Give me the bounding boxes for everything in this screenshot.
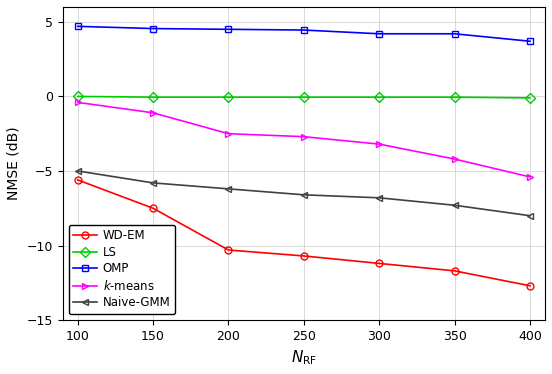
WD-EM (527, 283, 533, 288)
Line: LS: LS (74, 93, 533, 101)
Naive-GMM (376, 196, 383, 200)
Naive-GMM (452, 203, 458, 208)
WD-EM (225, 248, 232, 252)
Naive-GMM (225, 187, 232, 191)
LS (75, 94, 81, 99)
Naive-GMM (150, 181, 156, 185)
$k$-means (225, 131, 232, 136)
$k$-means (150, 111, 156, 115)
$k$-means (527, 175, 533, 179)
WD-EM (300, 254, 307, 258)
WD-EM (75, 178, 81, 182)
OMP (300, 28, 307, 32)
OMP (150, 26, 156, 31)
Line: WD-EM: WD-EM (74, 177, 533, 289)
LS (527, 96, 533, 100)
Line: $k$-means: $k$-means (74, 99, 533, 180)
LS (376, 95, 383, 99)
Y-axis label: NMSE (dB): NMSE (dB) (7, 127, 21, 200)
Legend: WD-EM, LS, OMP, $k$-means, Naive-GMM: WD-EM, LS, OMP, $k$-means, Naive-GMM (68, 224, 175, 314)
$k$-means (75, 100, 81, 105)
Naive-GMM (527, 214, 533, 218)
$k$-means (376, 142, 383, 146)
LS (452, 95, 458, 99)
OMP (527, 39, 533, 43)
OMP (225, 27, 232, 31)
OMP (376, 31, 383, 36)
Naive-GMM (300, 193, 307, 197)
OMP (452, 31, 458, 36)
LS (225, 95, 232, 99)
WD-EM (452, 269, 458, 273)
Naive-GMM (75, 169, 81, 173)
X-axis label: $N_{\mathrm{RF}}$: $N_{\mathrm{RF}}$ (291, 348, 317, 367)
$k$-means (300, 134, 307, 139)
WD-EM (150, 206, 156, 211)
Line: OMP: OMP (74, 23, 533, 45)
LS (300, 95, 307, 99)
$k$-means (452, 157, 458, 161)
OMP (75, 24, 81, 28)
Line: Naive-GMM: Naive-GMM (74, 168, 533, 219)
LS (150, 95, 156, 99)
WD-EM (376, 261, 383, 266)
